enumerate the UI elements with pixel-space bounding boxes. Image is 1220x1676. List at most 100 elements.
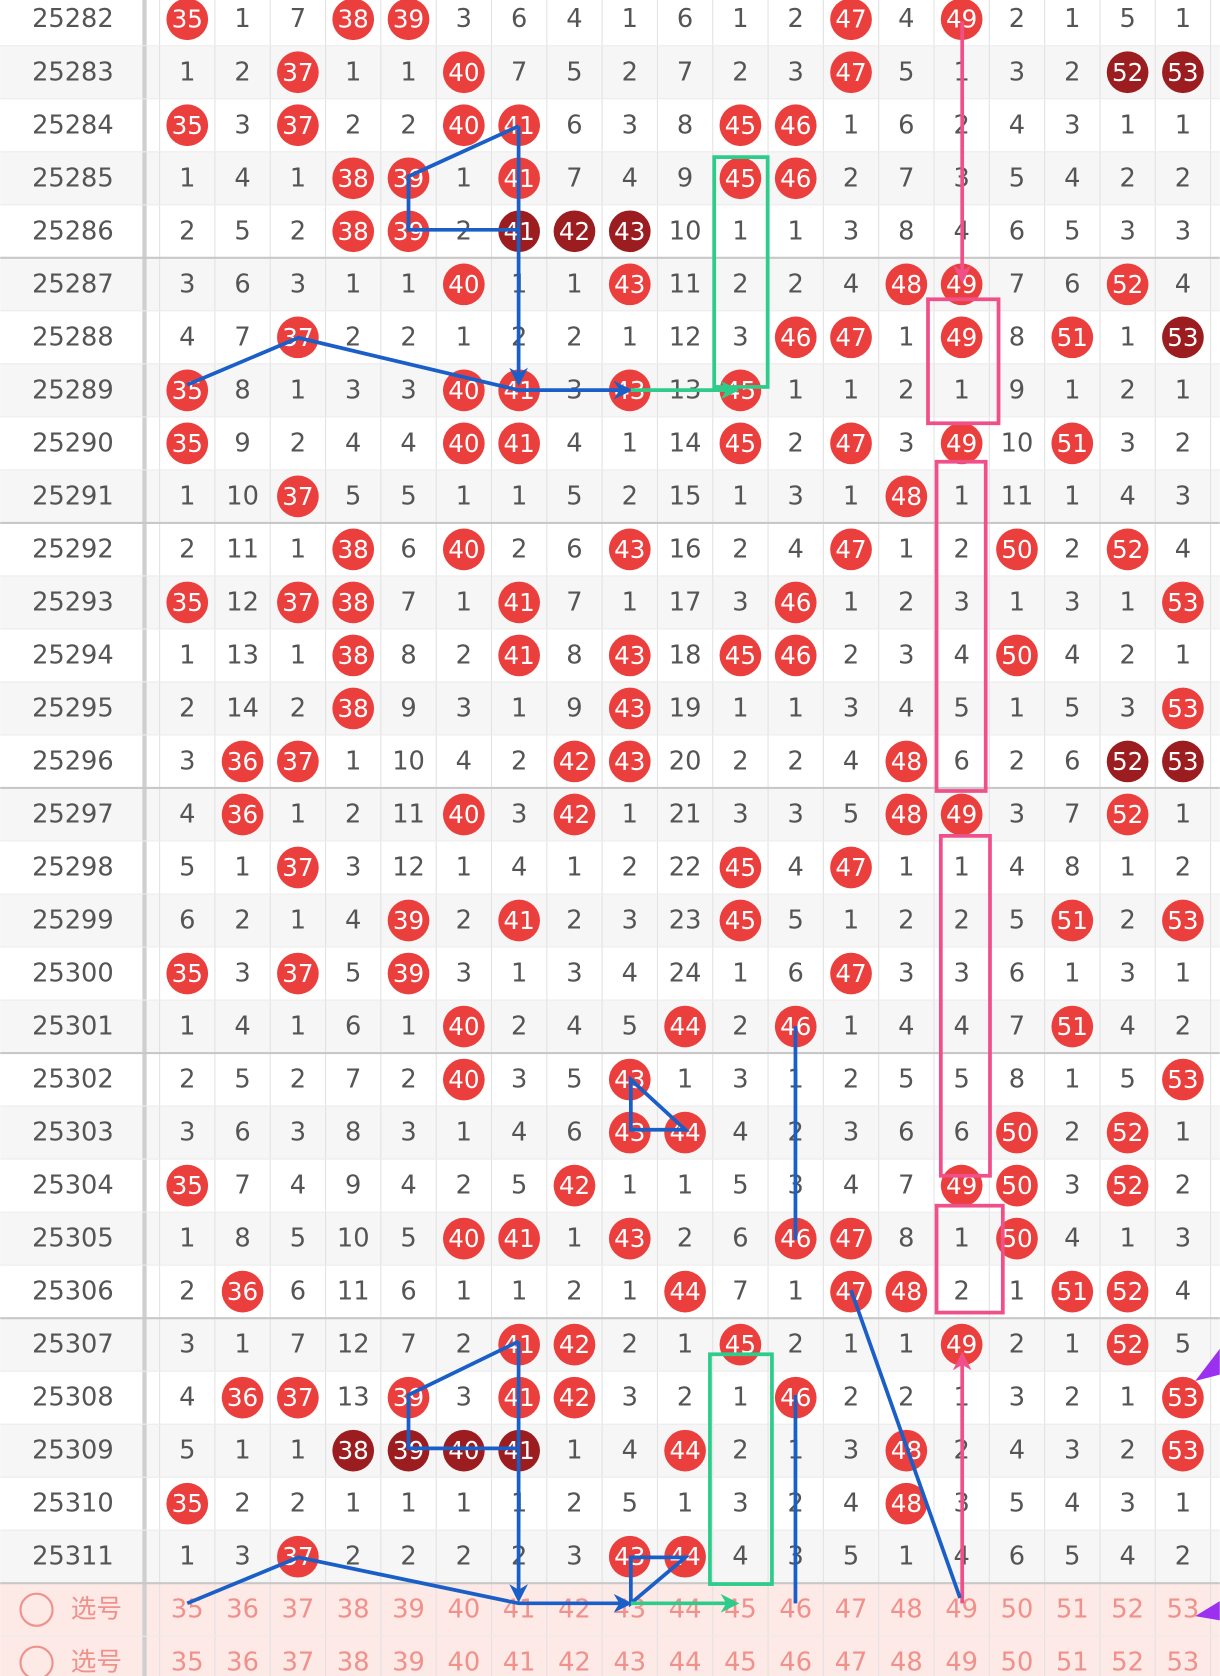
miss-count: 1 [677, 1489, 693, 1519]
miss-count: 1 [456, 481, 472, 511]
red-ball [498, 634, 540, 677]
miss-count: 2 [898, 587, 914, 617]
select-number[interactable]: 37 [282, 1595, 315, 1625]
miss-count: 3 [843, 1436, 859, 1466]
miss-count: 1 [345, 1489, 361, 1519]
miss-count: 1 [290, 799, 306, 829]
select-number[interactable]: 45 [724, 1648, 757, 1676]
miss-count: 2 [511, 746, 527, 776]
ball-number: 37 [282, 588, 313, 617]
select-number[interactable]: 40 [448, 1648, 481, 1676]
issue-number: 25301 [32, 1012, 114, 1042]
select-number[interactable]: 43 [613, 1648, 646, 1676]
select-number[interactable]: 46 [779, 1648, 812, 1676]
select-number[interactable]: 52 [1111, 1648, 1144, 1676]
miss-count: 1 [1064, 1330, 1080, 1360]
miss-count: 24 [669, 959, 702, 989]
select-number[interactable]: 36 [226, 1648, 259, 1676]
select-number[interactable]: 47 [835, 1595, 868, 1625]
ball-number: 35 [172, 1489, 203, 1518]
miss-count: 1 [788, 693, 804, 723]
miss-count: 3 [566, 1542, 582, 1572]
select-number[interactable]: 48 [890, 1595, 923, 1625]
select-number[interactable]: 42 [558, 1595, 591, 1625]
select-number[interactable]: 53 [1167, 1648, 1200, 1676]
select-number[interactable]: 38 [337, 1648, 370, 1676]
miss-count: 2 [400, 110, 416, 140]
miss-count: 4 [566, 4, 582, 34]
miss-count: 3 [234, 959, 250, 989]
select-number[interactable]: 51 [1056, 1648, 1089, 1676]
miss-count: 3 [732, 322, 748, 352]
select-number[interactable]: 45 [724, 1595, 757, 1625]
miss-count: 5 [953, 693, 969, 723]
miss-count: 7 [400, 1330, 416, 1360]
row-bg [0, 787, 1220, 841]
issue-number: 25296 [32, 746, 114, 776]
miss-count: 2 [788, 4, 804, 34]
red-ball [387, 0, 430, 41]
ball-number: 46 [780, 323, 811, 352]
select-number[interactable]: 50 [1001, 1648, 1034, 1676]
red-ball [719, 104, 762, 147]
select-number[interactable]: 49 [945, 1648, 978, 1676]
select-number[interactable]: 50 [1001, 1595, 1034, 1625]
ball-number: 40 [448, 800, 479, 829]
red-ball [498, 104, 540, 147]
ball-number: 52 [1112, 1330, 1143, 1359]
dark-ball [1162, 51, 1204, 94]
miss-count: 3 [345, 375, 361, 405]
ball-number: 35 [172, 5, 203, 34]
red-ball [608, 634, 651, 677]
select-number[interactable]: 41 [503, 1648, 536, 1676]
miss-count: 2 [566, 322, 582, 352]
ball-number: 48 [891, 1489, 922, 1518]
red-ball [442, 1058, 485, 1101]
miss-count: 4 [179, 322, 195, 352]
select-number[interactable]: 44 [669, 1648, 702, 1676]
select-number[interactable]: 39 [392, 1648, 425, 1676]
select-number[interactable]: 40 [448, 1595, 481, 1625]
red-ball [664, 1270, 706, 1313]
ball-number: 46 [780, 111, 811, 140]
miss-count: 1 [179, 1542, 195, 1572]
select-number[interactable]: 38 [337, 1595, 370, 1625]
miss-count: 2 [1175, 163, 1191, 193]
miss-count: 2 [400, 322, 416, 352]
select-number[interactable]: 37 [282, 1648, 315, 1676]
select-radio[interactable] [19, 1645, 54, 1676]
miss-count: 4 [1009, 110, 1025, 140]
miss-count: 12 [669, 322, 702, 352]
miss-count: 6 [234, 269, 250, 299]
select-number[interactable]: 44 [669, 1595, 702, 1625]
miss-count: 1 [1064, 481, 1080, 511]
miss-count: 6 [677, 4, 693, 34]
red-ball [885, 263, 928, 306]
miss-count: 3 [1119, 959, 1135, 989]
select-number[interactable]: 35 [171, 1648, 204, 1676]
select-number[interactable]: 47 [835, 1648, 868, 1676]
trend-line [406, 1339, 520, 1451]
miss-count: 17 [669, 587, 702, 617]
miss-count: 5 [1009, 163, 1025, 193]
issue-number: 25302 [32, 1065, 114, 1095]
select-number[interactable]: 36 [226, 1595, 259, 1625]
select-number[interactable]: 39 [392, 1595, 425, 1625]
miss-count: 3 [843, 1118, 859, 1148]
miss-count: 3 [622, 906, 638, 936]
miss-count: 9 [677, 163, 693, 193]
miss-count: 4 [179, 1383, 195, 1413]
select-number[interactable]: 51 [1056, 1595, 1089, 1625]
red-ball [774, 581, 817, 624]
red-ball [442, 51, 485, 94]
select-radio[interactable] [19, 1592, 54, 1627]
miss-count: 5 [400, 1224, 416, 1254]
issue-number: 25287 [32, 269, 114, 299]
select-number[interactable]: 52 [1111, 1595, 1144, 1625]
red-ball [940, 316, 983, 359]
select-number[interactable]: 42 [558, 1648, 591, 1676]
red-ball [498, 899, 540, 942]
miss-count: 7 [511, 57, 527, 87]
select-number[interactable]: 48 [890, 1648, 923, 1676]
select-number[interactable]: 53 [1167, 1595, 1200, 1625]
